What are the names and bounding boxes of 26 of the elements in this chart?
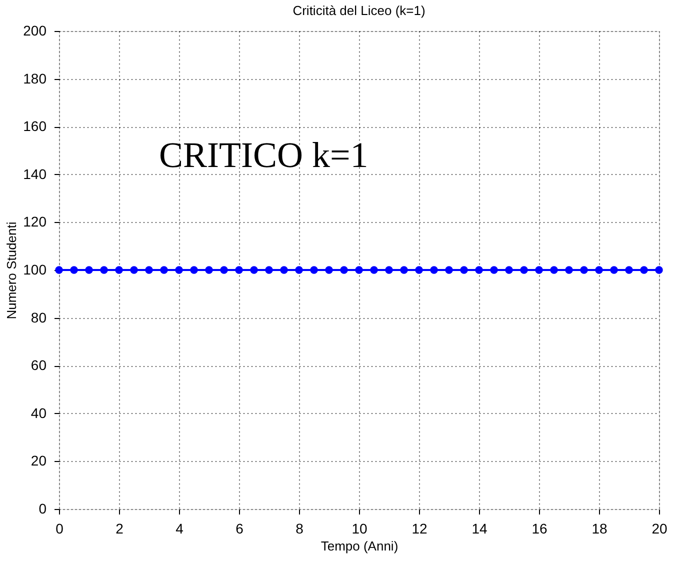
x-tick-label: 12 <box>412 520 428 536</box>
x-tick-label: 10 <box>352 520 368 536</box>
y-tick-label: 180 <box>23 70 47 86</box>
y-tick-label: 80 <box>30 309 47 326</box>
x-tick-label: 0 <box>56 520 64 536</box>
y-tick-label: 40 <box>30 404 47 421</box>
y-tick-label: 140 <box>23 166 47 182</box>
y-tick-label: 100 <box>23 262 47 278</box>
chart-title: Criticità del Liceo (k=1) <box>292 3 426 18</box>
y-tick-label: 160 <box>23 118 47 134</box>
annotation: CRITICO k=1 <box>159 135 368 175</box>
y-tick-label: 60 <box>30 357 47 374</box>
x-tick-label: 20 <box>652 520 668 536</box>
y-axis-title: Numero Studenti <box>4 222 20 320</box>
x-axis-title: Tempo (Anni) <box>320 538 398 554</box>
x-tick-label: 4 <box>176 520 184 536</box>
x-tick-label: 16 <box>532 520 548 536</box>
x-tick-label: 8 <box>296 520 304 536</box>
y-tick-label: 20 <box>30 452 47 469</box>
y-tick-label: 200 <box>23 22 47 38</box>
y-tick-label: 120 <box>23 214 47 230</box>
x-tick-label: 14 <box>472 520 488 536</box>
x-tick-label: 18 <box>592 520 608 536</box>
x-tick-label: 2 <box>116 520 124 536</box>
x-tick-label: 6 <box>236 520 244 536</box>
y-tick-label: 0 <box>38 500 47 516</box>
